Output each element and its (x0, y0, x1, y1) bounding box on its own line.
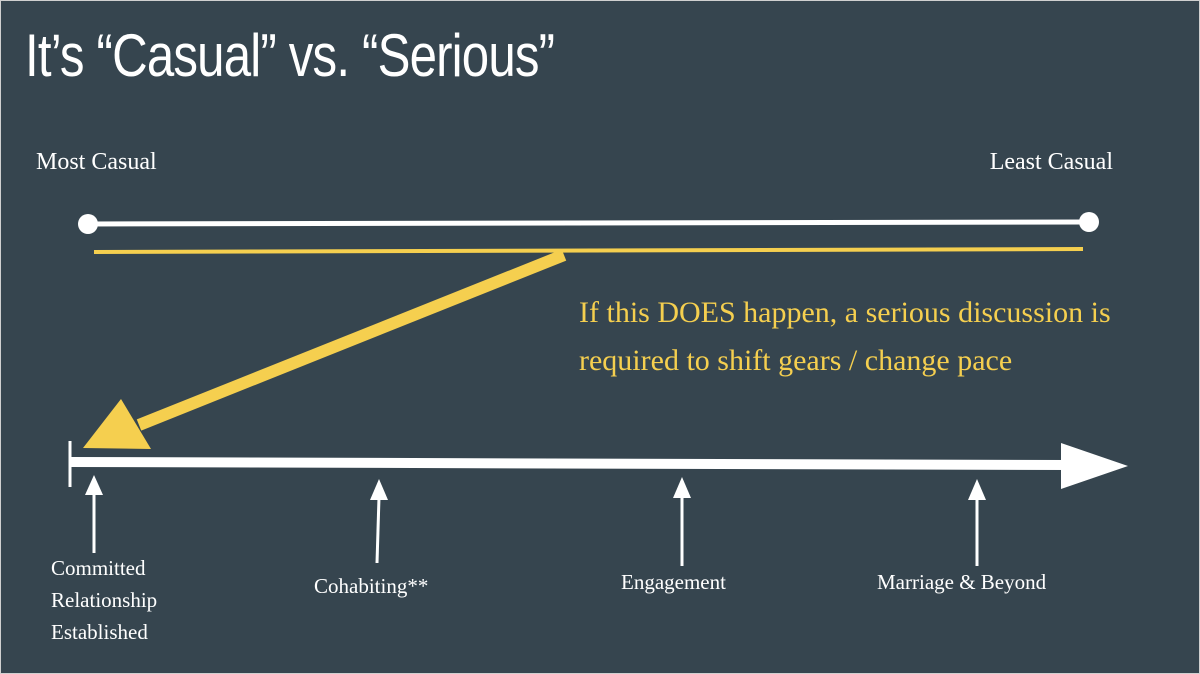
milestone-arrow-marriage (968, 479, 986, 566)
milestone-engagement: Engagement (621, 570, 726, 594)
timeline-arrowhead (1061, 443, 1128, 489)
timeline-line (69, 457, 1070, 470)
slide-title: It’s “Casual” vs. “Serious” (25, 22, 555, 89)
milestone-arrow-committed (85, 475, 103, 553)
yellow-shift-arrow-shaft (136, 249, 567, 431)
milestone-arrow-engagement (673, 477, 691, 566)
milestone-arrow-cohabiting (370, 479, 388, 564)
serious-discussion-callout: If this DOES happen, a serious discussio… (579, 296, 1111, 377)
least-casual-label: Least Casual (989, 149, 1113, 175)
yellow-shift-arrowhead (83, 399, 151, 449)
milestone-cohabiting: Cohabiting** (314, 574, 429, 598)
casual-scale-line (85, 219, 1092, 227)
scale-start-dot (78, 214, 98, 234)
yellow-pace-line (93, 247, 1084, 254)
scale-end-dot (1079, 212, 1099, 232)
most-casual-label: Most Casual (36, 149, 157, 175)
milestone-committed: Committed Relationship Established (51, 556, 158, 644)
milestone-marriage: Marriage & Beyond (877, 570, 1047, 594)
